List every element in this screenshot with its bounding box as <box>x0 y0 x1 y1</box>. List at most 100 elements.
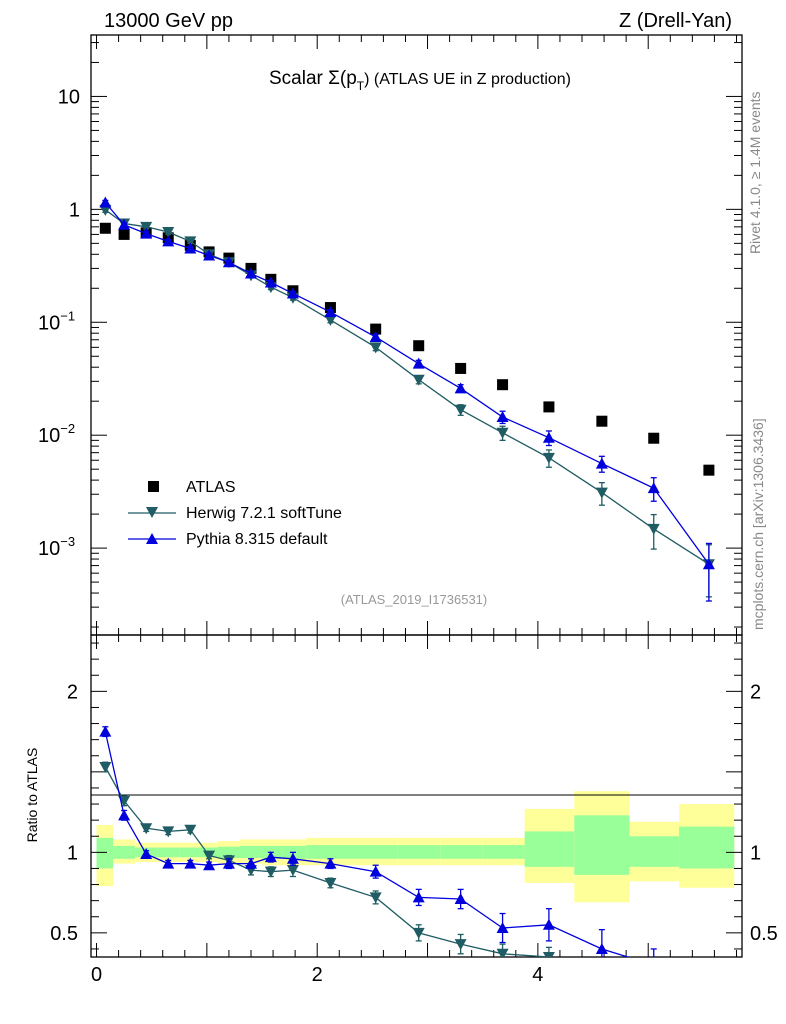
main-pythia-point <box>702 558 715 570</box>
main-herwig-point <box>99 204 112 216</box>
main-pythia-point <box>222 256 235 268</box>
y-tick-label-base: 10 <box>38 425 60 447</box>
y-tick-label-main: 10−2 <box>38 421 75 447</box>
axes-frames <box>90 34 743 958</box>
main-atlas-point <box>497 379 509 391</box>
legend-label-pythia: Pythia 8.315 default <box>186 531 328 548</box>
ratio-herwig-point <box>454 939 467 951</box>
y-tick-label-ratio-right: 1 <box>750 842 761 864</box>
ratio-pythia-point <box>369 865 382 877</box>
ratio-herwig-point <box>162 826 175 838</box>
ratio-pythia-point <box>595 942 608 954</box>
ratio-band-green <box>96 837 114 869</box>
main-pythia-point <box>412 357 425 369</box>
main-atlas-point <box>413 340 425 352</box>
main-pythia-point <box>203 249 216 261</box>
legend-label-atlas: ATLAS <box>186 479 236 496</box>
side-label-mcplots: mcplots.cern.ch [arXiv:1306.3436] <box>750 418 766 630</box>
y-tick-label-ratio-left: 2 <box>67 681 78 703</box>
legend-marker-herwig <box>146 507 158 518</box>
main-atlas-point <box>118 228 130 240</box>
ratio-herwig-point <box>596 971 608 982</box>
legend-marker-atlas <box>148 481 159 492</box>
ratio-herwig-point <box>542 952 555 957</box>
y-tick-label-main: 10−1 <box>38 308 75 334</box>
main-atlas-point <box>648 432 660 444</box>
main-atlas-point <box>455 362 467 374</box>
y-tick-label-base: 10 <box>38 312 60 334</box>
header-left: 13000 GeV pp <box>104 10 233 32</box>
title-suffix: ) (ATLAS UE in Z production) <box>364 71 571 88</box>
ratio-pythia-point <box>454 893 467 905</box>
ratio-herwig-point <box>286 865 299 877</box>
ratio-band-green <box>157 847 180 858</box>
ratio-pythia-point <box>496 922 509 934</box>
ratio-band-green <box>217 846 240 858</box>
analysis-id: (ATLAS_2019_I1736531) <box>341 592 487 607</box>
main-pythia-point <box>324 306 337 318</box>
ratio-series-group <box>99 725 715 995</box>
main-herwig-point <box>140 221 153 233</box>
ratio-herwig-point <box>369 892 382 904</box>
y-tick-label-ratio-right: 0.5 <box>750 923 778 945</box>
y-tick-label-base: 10 <box>38 538 60 560</box>
y-tick-label-main: 1 <box>69 199 80 221</box>
main-pythia-point <box>595 457 608 469</box>
main-herwig-point <box>184 236 197 248</box>
axis-ticks <box>91 35 742 957</box>
main-herwig-point <box>454 404 467 416</box>
ratio-pythia-point <box>140 847 153 859</box>
ratio-herwig-point <box>324 877 337 889</box>
ratio-pythia-point <box>203 859 216 871</box>
x-tick-label: 4 <box>532 964 543 986</box>
ratio-herwig-point <box>203 850 216 862</box>
main-pythia-point <box>454 382 467 394</box>
side-label-rivet: Rivet 4.1.0, ≥ 1.4M events <box>747 91 763 254</box>
legend: ATLAS Herwig 7.2.1 softTune Pythia 8.315… <box>128 479 342 548</box>
ratio-panel-frame <box>90 634 743 958</box>
main-pythia-point <box>369 331 382 343</box>
y-tick-label-main: 10−3 <box>38 534 75 560</box>
header-right: Z (Drell-Yan) <box>619 10 732 32</box>
ratio-pythia-point <box>99 725 112 737</box>
ratio-pythia-point <box>412 891 425 903</box>
main-pythia-point <box>118 218 131 230</box>
ratio-pythia-point <box>222 857 235 869</box>
y-tick-label-ratio-left: 0.5 <box>50 923 78 945</box>
main-herwig-point <box>595 487 608 499</box>
ratio-band-green <box>524 831 575 867</box>
ratio-pythia-point <box>648 959 660 970</box>
main-atlas-point <box>99 222 111 234</box>
y-tick-label-ratio-right: 2 <box>750 681 761 703</box>
ratio-band-green <box>179 847 200 858</box>
ratio-band-green <box>352 845 398 859</box>
main-pythia-point <box>647 482 660 494</box>
main-herwig-point <box>496 427 509 439</box>
legend-marker-pythia <box>146 533 158 544</box>
ratio-band-green <box>440 845 483 859</box>
ratio-herwig-point <box>140 823 153 835</box>
ratio-uncertainty-bands <box>96 791 735 903</box>
main-pythia-point <box>184 242 197 254</box>
ratio-herwig-point <box>412 927 425 939</box>
ratio-pythia-point <box>184 857 197 869</box>
ratio-herwig-point <box>648 983 660 994</box>
ratio-pythia-point <box>264 851 277 863</box>
title-sub: T <box>357 79 365 93</box>
y-tick-label-ratio-left: 1 <box>67 842 78 864</box>
main-pythia-point <box>264 276 277 288</box>
main-herwig-point <box>324 314 337 326</box>
main-pythia-point <box>140 227 153 239</box>
ratio-pythia-point <box>286 852 299 864</box>
y-tick-label-exp: −3 <box>60 534 75 549</box>
x-tick-label: 0 <box>91 964 102 986</box>
ratio-pythia-point <box>118 809 131 821</box>
ratio-herwig-point <box>703 984 715 995</box>
main-pythia-point <box>496 410 509 422</box>
ratio-band-green <box>306 845 353 859</box>
ratio-band-green <box>679 826 735 869</box>
ratio-pythia-point <box>162 857 175 869</box>
y-tick-label-exp: −2 <box>60 421 75 436</box>
main-title: Scalar Σ(pT) (ATLAS UE in Z production) <box>269 68 571 93</box>
